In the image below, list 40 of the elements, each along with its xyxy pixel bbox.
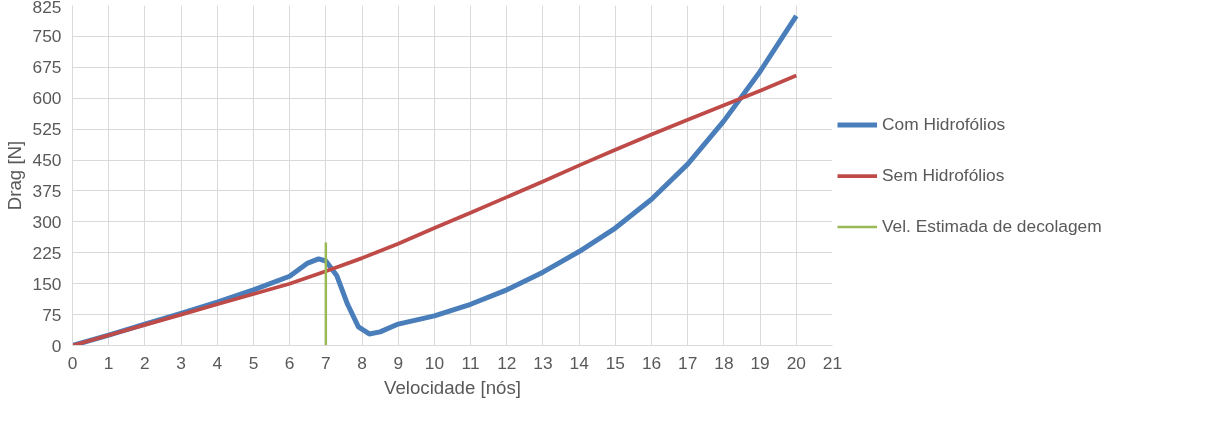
x-tick-label: 17 bbox=[678, 352, 698, 373]
x-tick-label: 21 bbox=[822, 352, 843, 373]
x-tick-label: 9 bbox=[393, 352, 404, 373]
y-tick-label: 750 bbox=[32, 26, 62, 47]
x-tick-label: 20 bbox=[786, 352, 806, 373]
x-tick-label: 14 bbox=[569, 352, 590, 373]
x-tick-label: 7 bbox=[321, 352, 331, 373]
y-tick-label: 300 bbox=[32, 211, 62, 232]
y-tick-label: 0 bbox=[51, 335, 62, 356]
x-tick-label: 13 bbox=[533, 352, 553, 373]
x-tick-label: 6 bbox=[284, 352, 295, 373]
legend-label: Sem Hidrofólios bbox=[882, 164, 1005, 186]
x-tick-label: 1 bbox=[103, 352, 114, 373]
x-tick-label: 2 bbox=[140, 352, 150, 373]
legend-label: Com Hidrofólios bbox=[882, 113, 1006, 135]
y-tick-label: 825 bbox=[32, 0, 62, 17]
x-tick-label: 8 bbox=[357, 352, 367, 373]
x-tick-label: 18 bbox=[714, 352, 734, 373]
x-tick-label: 5 bbox=[248, 352, 259, 373]
x-tick-label: 19 bbox=[750, 352, 770, 373]
y-tick-label: 600 bbox=[32, 88, 62, 109]
x-tick-label: 11 bbox=[461, 352, 480, 373]
x-tick-label: 16 bbox=[641, 352, 662, 373]
y-axis-title: Drag [N] bbox=[3, 140, 25, 211]
x-tick-label: 0 bbox=[67, 352, 78, 373]
y-tick-label: 525 bbox=[32, 119, 62, 140]
y-tick-label: 75 bbox=[42, 304, 62, 325]
legend-label: Vel. Estimada de decolagem bbox=[882, 215, 1102, 237]
x-axis-title: Velocidade [nós] bbox=[384, 376, 521, 398]
y-tick-label: 375 bbox=[32, 180, 62, 201]
x-tick-label: 12 bbox=[497, 352, 517, 373]
x-tick-label: 4 bbox=[212, 352, 223, 373]
x-tick-label: 3 bbox=[176, 352, 186, 373]
line-series bbox=[72, 73, 799, 346]
y-tick-label: 675 bbox=[32, 57, 62, 78]
x-tick-label: 15 bbox=[605, 352, 625, 373]
y-tick-label: 450 bbox=[32, 150, 62, 171]
y-tick-label: 150 bbox=[32, 273, 62, 294]
x-tick-label: 10 bbox=[424, 352, 445, 373]
y-tick-label: 225 bbox=[32, 242, 62, 263]
